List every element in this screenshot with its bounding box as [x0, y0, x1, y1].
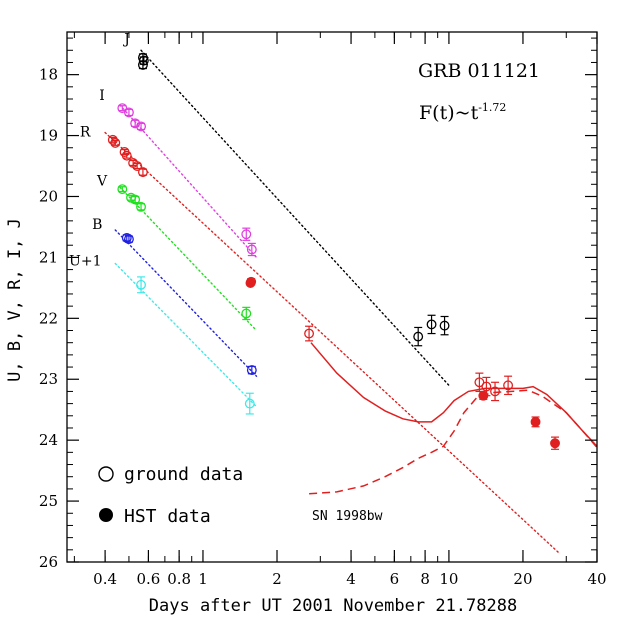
band-labels: J I R V B U+1 [69, 31, 130, 269]
legend: ground data HST data [98, 464, 243, 527]
power-law-fits [104, 49, 560, 554]
ground-point-r [121, 150, 132, 161]
data-points [107, 52, 560, 450]
y-axis-title: U, B, V, R, I, J [5, 218, 25, 382]
x-tick-label: 8 [420, 570, 430, 588]
tick-marks [67, 32, 598, 563]
supernova-model-curves [309, 342, 598, 495]
x-tick-label: 20 [513, 570, 532, 588]
y-tick-label: 25 [39, 492, 58, 510]
x-tick-label: 0.8 [167, 570, 191, 588]
power-law-formula: F(t)~t-1.72 [419, 101, 506, 124]
fit-line-uplus1 [114, 262, 258, 408]
ground-point-r [490, 386, 500, 397]
ground-point-i [241, 229, 252, 240]
ground-point-b [123, 234, 134, 245]
ground-point-r [132, 161, 143, 171]
ground-point-i [136, 121, 146, 132]
sn-model-label: SN 1998bw [312, 509, 383, 524]
fit-line-b [114, 229, 258, 377]
ground-point-b [246, 365, 257, 376]
fit-line-v [119, 186, 258, 332]
axes [66, 31, 598, 563]
legend-ground-label: ground data [124, 464, 243, 485]
x-tick-label: 6 [390, 570, 400, 588]
ground-point-r [107, 134, 118, 145]
ground-point-r [137, 167, 148, 178]
y-tick-label: 20 [39, 187, 58, 205]
y-tick-label: 24 [39, 431, 58, 449]
legend-filled-marker [99, 508, 113, 522]
x-tick-label: 2 [272, 570, 282, 588]
x-tick-label: 10 [439, 570, 458, 588]
ground-point-r [503, 380, 514, 391]
band-label-j: J [122, 31, 130, 47]
ground-point-j [413, 331, 424, 342]
fit-line-r [104, 131, 560, 554]
x-tick-label: 0.6 [136, 570, 160, 588]
legend-open-marker [98, 466, 114, 482]
ground-point-j [138, 55, 149, 66]
formula-base: F(t)~t [419, 102, 479, 124]
y-tick-label: 23 [39, 370, 58, 388]
sn-model-curve-dashed [309, 389, 598, 495]
ground-point-v [136, 201, 146, 212]
fit-line-i [119, 104, 258, 259]
band-label-uplus1: U+1 [69, 253, 101, 269]
formula-exponent: -1.72 [478, 101, 506, 114]
band-label-v: V [96, 173, 108, 189]
hst-point-r [530, 416, 541, 427]
ground-point-i [123, 107, 134, 118]
ground-point-v [117, 184, 128, 195]
x-tick-label: 0.4 [93, 570, 117, 588]
ground-point-r [481, 381, 492, 392]
y-tick-label: 19 [39, 127, 58, 145]
ground-point-i [246, 244, 257, 255]
y-tick-label: 18 [39, 66, 58, 84]
sn-model-curve-solid [310, 342, 598, 447]
ground-point-v [241, 308, 252, 319]
band-label-b: B [92, 217, 102, 233]
plot-frame [66, 31, 598, 563]
band-label-r: R [80, 125, 91, 141]
ground-point-r [474, 377, 485, 388]
hst-point-r [550, 438, 560, 449]
chart-title: GRB 011121 [418, 60, 540, 82]
legend-hst-label: HST data [124, 506, 211, 527]
y-tick-label: 26 [39, 553, 58, 571]
x-tick-label: 40 [587, 570, 606, 588]
ground-point-uplus1 [136, 279, 146, 290]
ground-point-r [304, 328, 315, 339]
hst-point-r [245, 278, 256, 288]
band-label-i: I [99, 88, 105, 104]
fit-line-j [140, 49, 450, 387]
ground-point-r [110, 137, 121, 148]
ground-point-v [130, 194, 141, 205]
ground-point-uplus1 [244, 398, 255, 409]
x-tick-label: 1 [198, 570, 208, 588]
hst-point-r [478, 390, 489, 401]
x-axis-title: Days after UT 2001 November 21.78288 [149, 596, 517, 616]
y-tick-label: 22 [39, 309, 58, 327]
ground-point-j [426, 319, 437, 330]
ground-point-j [439, 320, 450, 331]
x-tick-label: 4 [346, 570, 356, 588]
y-tick-label: 21 [39, 248, 58, 266]
ground-point-j [137, 59, 148, 70]
